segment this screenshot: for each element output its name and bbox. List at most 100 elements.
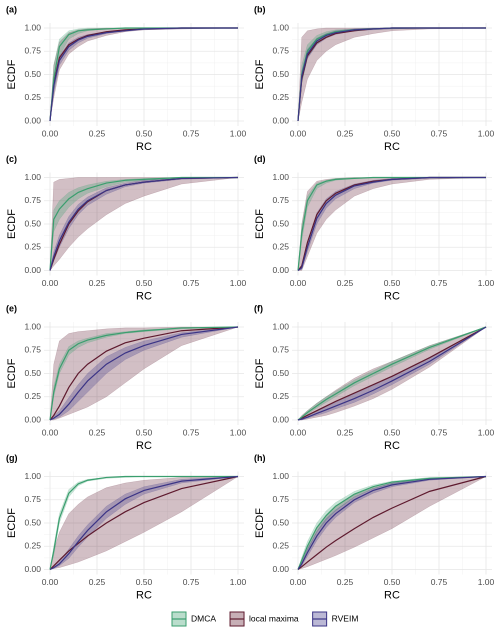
y-axis-title: ECDF: [6, 59, 18, 89]
x-tick-label: 0.75: [183, 278, 200, 288]
ecdf-line: [297, 176, 486, 271]
y-tick-label: 0.00: [272, 115, 289, 125]
panel-title: (f): [254, 303, 263, 313]
ci-band: [297, 27, 486, 122]
y-tick-label: 0.00: [272, 265, 289, 275]
x-tick-label: 0.00: [290, 128, 307, 138]
y-tick-label: 1.00: [24, 172, 41, 182]
y-tick-label: 0.75: [24, 195, 41, 205]
panel: (b) 0.00 0.25 0.50 0.75 1.00 0.00 0.25 0.50 0.75 1…: [254, 4, 495, 153]
panel: (f) 0.00 0.25 0.50 0.75 1.00 0.00 0.25 0.50 0.75 1…: [254, 303, 495, 452]
x-tick-label: 0.25: [337, 427, 354, 437]
panel: (g) 0.00 0.25 0.50 0.75 1.00 0.00 0.25 0.50 0.75 1…: [6, 453, 247, 602]
x-tick-label: 0.50: [384, 427, 401, 437]
ecdf-line: [49, 475, 238, 570]
x-tick-label: 0.25: [337, 128, 354, 138]
x-axis-title: RC: [136, 141, 152, 153]
x-tick-label: 0.75: [431, 128, 448, 138]
y-tick-label: 0.75: [272, 46, 289, 56]
y-tick-label: 1.00: [272, 22, 289, 32]
y-tick-label: 0.50: [24, 69, 41, 79]
x-tick-label: 0.25: [337, 278, 354, 288]
x-tick-label: 0.50: [384, 278, 401, 288]
ecdf-line: [297, 176, 486, 271]
ecdf-line: [49, 326, 239, 421]
ecdf-line: [297, 326, 487, 421]
ecdf-line: [297, 475, 487, 570]
x-tick-label: 0.25: [89, 278, 106, 288]
x-tick-label: 0.00: [42, 128, 59, 138]
y-tick-label: 0.75: [272, 195, 289, 205]
ci-band: [297, 177, 486, 271]
x-tick-label: 0.25: [337, 577, 354, 587]
x-tick-label: 0.75: [183, 128, 200, 138]
x-tick-label: 0.25: [89, 577, 106, 587]
ecdf-line: [297, 475, 487, 570]
x-tick-label: 0.50: [136, 427, 153, 437]
x-tick-label: 0.75: [431, 427, 448, 437]
ecdf-line: [297, 326, 487, 421]
x-tick-label: 0.00: [290, 577, 307, 587]
y-tick-label: 0.50: [272, 218, 289, 228]
y-tick-label: 0.25: [24, 391, 41, 401]
x-tick-label: 0.00: [290, 278, 307, 288]
x-tick-label: 1.00: [478, 128, 495, 138]
y-tick-label: 0.75: [24, 494, 41, 504]
y-tick-label: 0.50: [272, 368, 289, 378]
panel: (h) 0.00 0.25 0.50 0.75 1.00 0.00 0.25 0.50 0.75 1…: [254, 453, 495, 602]
x-tick-label: 0.75: [183, 577, 200, 587]
x-axis-title: RC: [384, 290, 400, 302]
x-tick-label: 0.25: [89, 128, 106, 138]
ecdf-line: [49, 176, 239, 271]
y-axis-title: ECDF: [6, 358, 18, 388]
x-axis-title: RC: [136, 290, 152, 302]
x-tick-label: 1.00: [478, 278, 495, 288]
ci-band: [49, 476, 238, 570]
x-axis-title: RC: [384, 589, 400, 601]
x-tick-label: 0.50: [136, 128, 153, 138]
ecdf-line: [297, 27, 486, 122]
ecdf-line: [49, 27, 238, 122]
y-tick-label: 0.75: [272, 494, 289, 504]
panel-title: (d): [254, 154, 266, 164]
legend-label: DMCA: [191, 613, 216, 623]
ecdf-line: [49, 326, 239, 421]
y-tick-label: 0.00: [272, 564, 289, 574]
y-tick-label: 0.50: [272, 517, 289, 527]
y-tick-label: 0.25: [24, 242, 41, 252]
legend-label: local maxima: [249, 613, 299, 623]
y-tick-label: 0.50: [272, 69, 289, 79]
y-tick-label: 1.00: [24, 471, 41, 481]
panel-title: (b): [254, 4, 266, 14]
x-tick-label: 1.00: [478, 427, 495, 437]
y-tick-label: 0.50: [24, 517, 41, 527]
y-axis-title: ECDF: [254, 358, 266, 388]
x-tick-label: 0.50: [136, 278, 153, 288]
y-tick-label: 1.00: [272, 471, 289, 481]
x-tick-label: 0.75: [431, 278, 448, 288]
panel: (e) 0.00 0.25 0.50 0.75 1.00 0.00 0.25 0.50 0.75 1…: [6, 303, 247, 452]
x-tick-label: 1.00: [478, 577, 495, 587]
ci-band: [49, 27, 238, 122]
y-tick-label: 0.00: [24, 115, 41, 125]
x-tick-label: 0.75: [431, 577, 448, 587]
ecdf-line: [297, 326, 487, 421]
x-tick-label: 0.00: [42, 577, 59, 587]
ecdf-line: [297, 475, 487, 570]
y-tick-label: 0.00: [24, 414, 41, 424]
panel-title: (a): [6, 4, 17, 14]
x-tick-label: 1.00: [230, 577, 247, 587]
ecdf-line: [49, 475, 239, 570]
y-tick-label: 1.00: [272, 321, 289, 331]
y-tick-label: 0.25: [272, 242, 289, 252]
y-axis-title: ECDF: [6, 209, 18, 239]
x-tick-label: 0.25: [89, 427, 106, 437]
panel: (d) 0.00 0.25 0.50 0.75 1.00 0.00 0.25 0.50 0.75 1…: [254, 154, 495, 303]
y-tick-label: 0.25: [272, 391, 289, 401]
y-axis-title: ECDF: [254, 209, 266, 239]
y-tick-label: 0.25: [272, 541, 289, 551]
x-tick-label: 0.00: [42, 278, 59, 288]
ecdf-line: [49, 176, 238, 271]
y-tick-label: 0.50: [24, 368, 41, 378]
